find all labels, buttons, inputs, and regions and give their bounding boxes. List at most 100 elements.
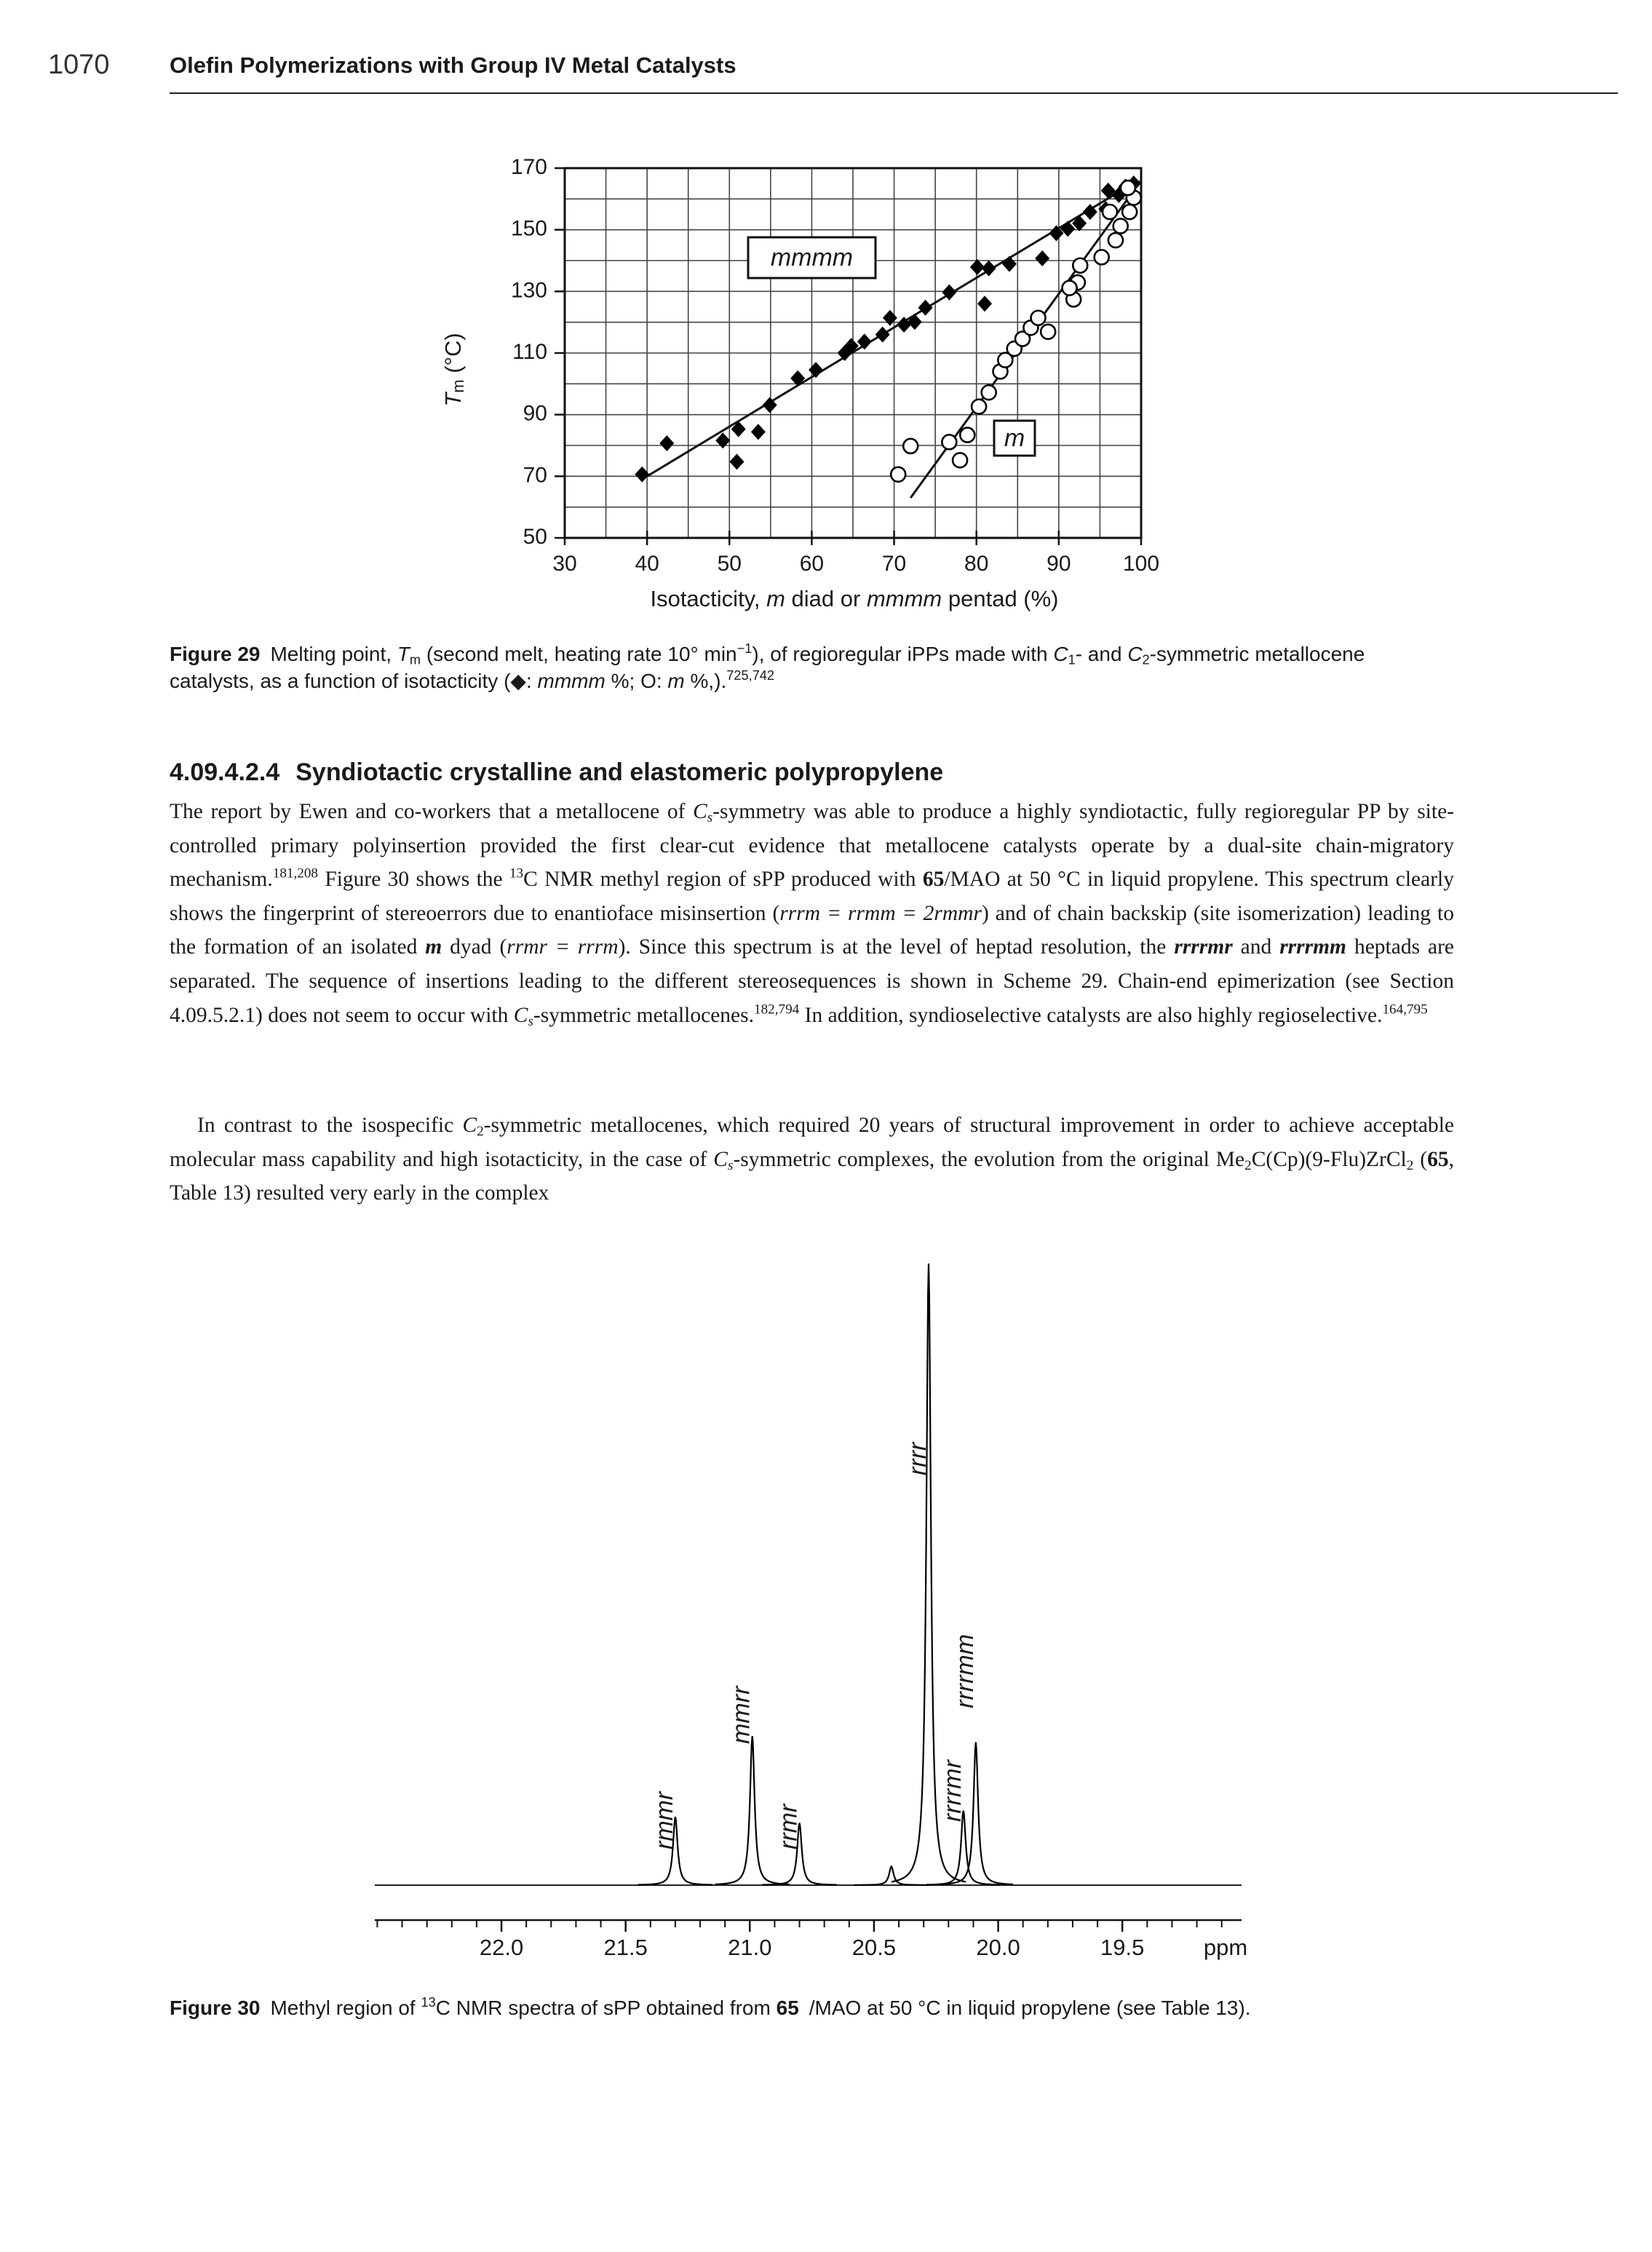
diamond-marker xyxy=(969,258,985,275)
text-run: - and xyxy=(1075,643,1128,665)
diamond-marker xyxy=(882,309,897,326)
peak-label: rrrrmm xyxy=(951,1634,979,1708)
circle-marker xyxy=(1061,279,1078,296)
text-run: -symmetric complexes, the evolution from… xyxy=(733,1147,1245,1171)
nmr-peak xyxy=(854,1865,929,1886)
text-run: The report by Ewen and co-workers that a… xyxy=(170,800,694,823)
diamond-marker xyxy=(1035,250,1050,267)
peak-label: rrrrmr xyxy=(939,1759,966,1822)
text-run: 65 xyxy=(922,868,945,892)
label-box xyxy=(993,419,1036,457)
diamond-marker xyxy=(1049,225,1064,242)
text-run: T xyxy=(397,643,410,665)
text-run: 725,742 xyxy=(726,668,775,683)
text-run: -symmetric metallocenes, which required … xyxy=(170,1114,1454,1171)
text-run: 181,208 xyxy=(272,865,318,881)
circle-marker xyxy=(902,437,919,455)
x-tick-label: 21.0 xyxy=(728,1935,771,1960)
figure-caption: Figure 30 Methyl region of 13C NMR spectr… xyxy=(170,1994,1454,2021)
text-run: Figure 30 shows the xyxy=(318,868,509,892)
text-run: In addition, syndioselective catalysts a… xyxy=(799,1003,1383,1027)
x-tick-label: 19.5 xyxy=(1100,1935,1144,1960)
x-axis-label: ppm xyxy=(1204,1935,1247,1960)
nmr-peak xyxy=(715,1735,790,1885)
text-run: -symmetric metallocenes. xyxy=(533,1003,754,1027)
text-run: 2 xyxy=(1142,652,1150,667)
circle-marker xyxy=(1039,323,1057,341)
y-tick-label: 130 xyxy=(511,278,547,302)
text-run: 2 xyxy=(477,1123,484,1139)
text-run: ( xyxy=(1413,1147,1428,1171)
caption-label: Figure 29 xyxy=(170,643,261,665)
diamond-marker xyxy=(762,397,777,413)
peak-label: rrrr xyxy=(904,1441,932,1475)
text-run: C xyxy=(693,800,707,823)
text-run: /MAO at 50 °C in liquid propylene (see T… xyxy=(809,1997,1251,2019)
diamond-marker xyxy=(731,421,746,437)
x-tick-label: 20.0 xyxy=(976,1935,1020,1960)
diamond-marker xyxy=(918,299,933,316)
x-tick-label: 80 xyxy=(964,552,988,576)
nmr-peak xyxy=(938,1742,1014,1886)
text-run: 2 xyxy=(1244,1157,1252,1173)
diamond-marker xyxy=(1001,255,1017,272)
text-run: m xyxy=(667,670,685,692)
text-run: In contrast to the isospecific xyxy=(197,1114,463,1137)
series-label: m xyxy=(1004,424,1025,452)
x-tick-label: 70 xyxy=(882,552,906,576)
text-run: m xyxy=(409,652,421,667)
circle-marker xyxy=(1119,179,1137,197)
circle-marker xyxy=(941,434,958,451)
circle-marker xyxy=(1071,257,1089,274)
fit-line xyxy=(646,182,1134,477)
text-run: C xyxy=(1053,643,1068,665)
text-run: ), of regioregular iPPs made with xyxy=(752,643,1054,665)
text-run: mmmm xyxy=(537,670,605,692)
text-run: Methyl region of xyxy=(270,1997,421,2019)
text-run: s xyxy=(727,1157,734,1173)
circle-marker xyxy=(958,427,976,443)
text-run: -symmetry was able to produce a highly s… xyxy=(170,800,1454,892)
y-tick-label: 170 xyxy=(511,155,547,179)
y-tick-label: 50 xyxy=(523,525,547,549)
label-run: m xyxy=(449,379,467,392)
diamond-marker xyxy=(1082,204,1097,221)
text-run: -symmetric metallocene catalysts, as a f… xyxy=(170,643,1365,692)
diamond-marker xyxy=(942,284,957,301)
plot-frame xyxy=(563,167,1143,539)
text-run: rrmr = rrrm xyxy=(507,935,619,959)
diamond-marker xyxy=(635,466,650,483)
circle-marker xyxy=(951,452,969,469)
text-run: rrrm = rrmm = 2rmmr xyxy=(779,901,982,925)
text-run: 13 xyxy=(509,865,524,881)
label-run: (°C) xyxy=(440,333,466,379)
page-number: 1070 xyxy=(48,49,110,80)
circle-marker xyxy=(997,352,1014,369)
x-tick-label: 20.5 xyxy=(852,1935,896,1960)
paragraph: In contrast to the isospecific C2-symmet… xyxy=(170,1109,1454,1210)
text-run: O xyxy=(640,670,656,692)
text-run: rrrrmr xyxy=(1174,935,1233,959)
running-title: Olefin Polymerizations with Group IV Met… xyxy=(170,52,736,78)
section-heading: 4.09.4.2.4 Syndiotactic crystalline and e… xyxy=(170,758,943,787)
section-title: Syndiotactic crystalline and elastomeric… xyxy=(295,758,944,786)
y-tick-label: 150 xyxy=(511,217,547,241)
label-run: m xyxy=(766,586,785,611)
text-run: C xyxy=(713,1147,728,1171)
section-number: 4.09.4.2.4 xyxy=(170,758,280,786)
label-box xyxy=(747,236,877,279)
text-run: C xyxy=(513,1003,528,1027)
nmr-peak xyxy=(891,1263,966,1883)
nmr-peak xyxy=(762,1823,837,1886)
diamond-marker xyxy=(1100,182,1116,199)
diamond-marker xyxy=(729,453,744,470)
text-run: , Table 13) resulted very early in the c… xyxy=(170,1147,1455,1205)
caption-label: Figure 30 xyxy=(170,1997,261,2019)
text-run: 13 xyxy=(421,1995,436,2010)
text-run: C(Cp)(9-Flu)ZrCl xyxy=(1251,1147,1407,1171)
header-rule xyxy=(170,92,1618,94)
x-tick-label: 40 xyxy=(635,552,659,576)
y-tick-label: 110 xyxy=(512,340,547,364)
diamond-marker xyxy=(981,260,996,277)
